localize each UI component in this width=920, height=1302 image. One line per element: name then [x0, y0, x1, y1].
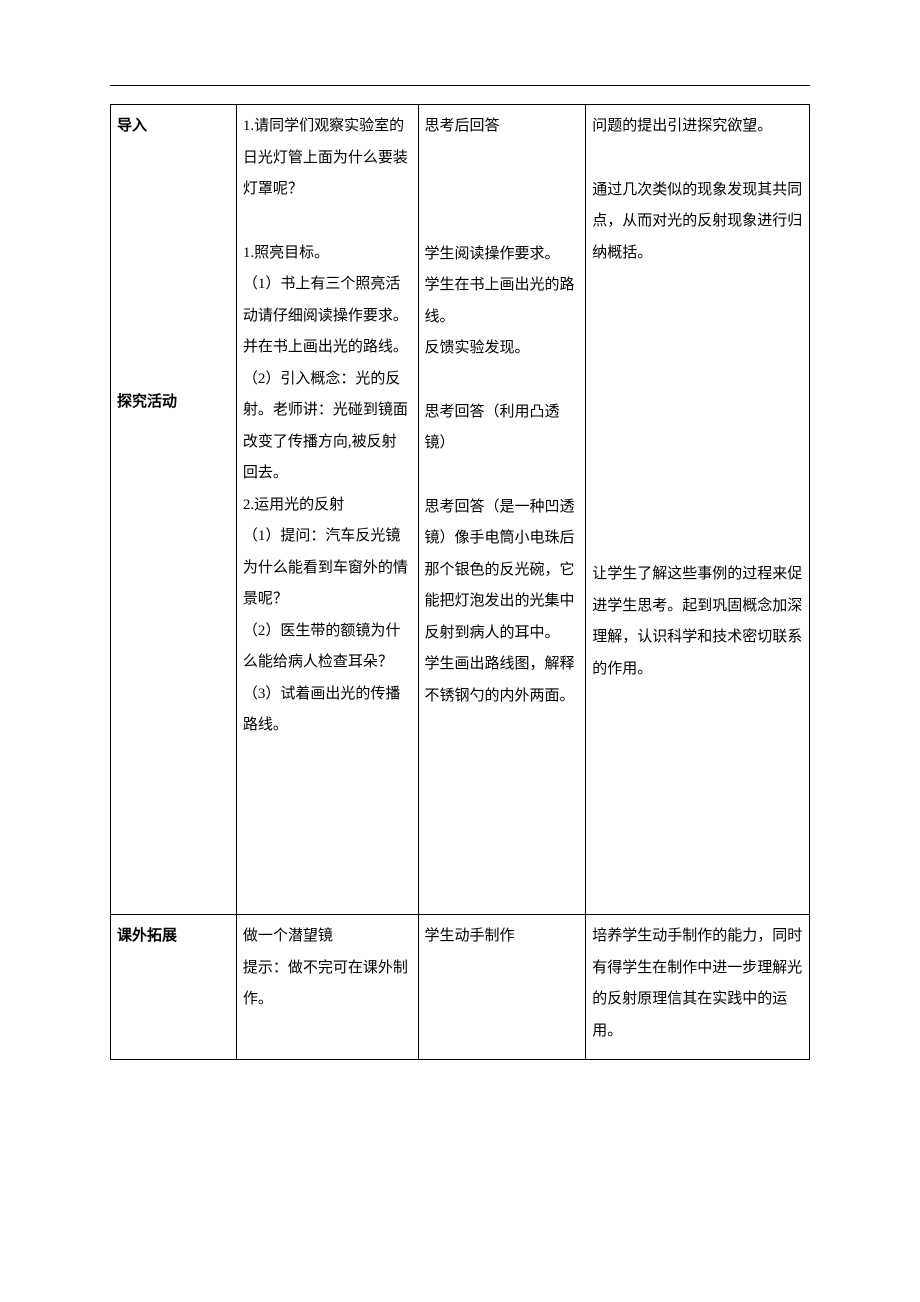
header-rule [110, 85, 810, 86]
paragraph: 思考回答（是一种凹透镜）像手电筒小电珠后那个银色的反光碗，它能把灯泡发出的光集中… [425, 492, 580, 650]
paragraph: 1.照亮目标。 [243, 238, 412, 270]
paragraph: 培养学生动手制作的能力，同时有得学生在制作中进一步理解光的反射原理信其在实践中的… [592, 921, 803, 1047]
spacer [592, 143, 803, 175]
cell-design-intent: 问题的提出引进探究欲望。 通过几次类似的现象发现其共同点，从而对光的反射现象进行… [586, 105, 810, 915]
cell-student-activity: 思考后回答 学生阅读操作要求。 学生在书上画出光的路线。 反馈实验发现。 思考回… [418, 105, 586, 915]
paragraph: 学生动手制作 [425, 921, 580, 953]
paragraph: 学生在书上画出光的路线。 [425, 270, 580, 333]
cell-stages: 导入 探究活动 [111, 105, 237, 915]
paragraph: 反馈实验发现。 [425, 333, 580, 365]
paragraph: （1）书上有三个照亮活动请仔细阅读操作要求。并在书上画出光的路线。 [243, 269, 412, 364]
paragraph: 通过几次类似的现象发现其共同点，从而对光的反射现象进行归纳概括。 [592, 175, 803, 270]
paragraph: （2）引入概念：光的反射。老师讲：光碰到镜面改变了传播方向,被反射回去。 [243, 364, 412, 490]
table-row: 课外拓展 做一个潜望镜 提示：做不完可在课外制作。 学生动手制作 培养学生动手制… [111, 915, 810, 1060]
cell-student-activity: 学生动手制作 [418, 915, 586, 1060]
spacer [243, 206, 412, 238]
paragraph: （1）提问：汽车反光镜为什么能看到车窗外的情景呢？ [243, 521, 412, 616]
stage-label-extension: 课外拓展 [117, 921, 230, 953]
cell-design-intent: 培养学生动手制作的能力，同时有得学生在制作中进一步理解光的反射原理信其在实践中的… [586, 915, 810, 1060]
paragraph: 让学生了解这些事例的过程来促进学生思考。起到巩固概念加深理解，认识科学和技术密切… [592, 559, 803, 685]
paragraph: 思考回答（利用凸透镜） [425, 397, 580, 460]
table-row: 导入 探究活动 1.请同学们观察实验室的日光灯管上面为什么要装灯罩呢？ 1.照亮… [111, 105, 810, 915]
paragraph: （3）试着画出光的传播路线。 [243, 679, 412, 742]
spacer [592, 269, 803, 559]
stage-label-activity: 探究活动 [117, 387, 230, 419]
paragraph: 做一个潜望镜 [243, 921, 412, 953]
paragraph: 学生画出路线图，解释不锈钢勺的内外两面。 [425, 649, 580, 712]
paragraph: 提示：做不完可在课外制作。 [243, 953, 412, 1016]
spacer [425, 460, 580, 492]
paragraph: 问题的提出引进探究欲望。 [592, 111, 803, 143]
stage-label-intro: 导入 [117, 111, 230, 143]
paragraph: （2）医生带的额镜为什么能给病人检查耳朵？ [243, 616, 412, 679]
spacer [117, 147, 230, 387]
paragraph: 1.请同学们观察实验室的日光灯管上面为什么要装灯罩呢？ [243, 111, 412, 206]
spacer [425, 365, 580, 397]
spacer [425, 143, 580, 239]
cell-teacher-activity: 1.请同学们观察实验室的日光灯管上面为什么要装灯罩呢？ 1.照亮目标。 （1）书… [236, 105, 418, 915]
cell-stages: 课外拓展 [111, 915, 237, 1060]
paragraph: 2.运用光的反射 [243, 490, 412, 522]
lesson-plan-table: 导入 探究活动 1.请同学们观察实验室的日光灯管上面为什么要装灯罩呢？ 1.照亮… [110, 104, 810, 1060]
cell-teacher-activity: 做一个潜望镜 提示：做不完可在课外制作。 [236, 915, 418, 1060]
paragraph: 思考后回答 [425, 111, 580, 143]
paragraph: 学生阅读操作要求。 [425, 239, 580, 271]
